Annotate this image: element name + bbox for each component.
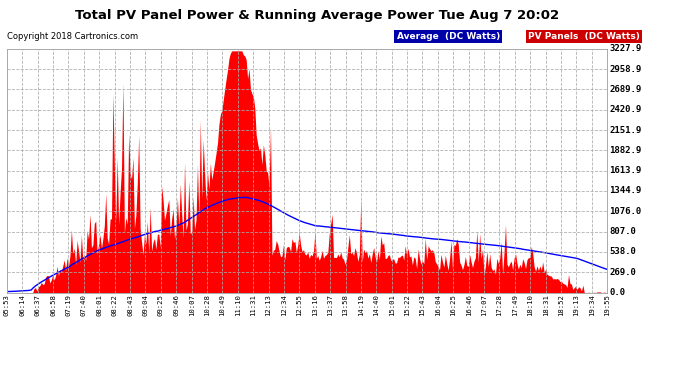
Text: 2958.9: 2958.9 <box>609 64 642 74</box>
Text: Total PV Panel Power & Running Average Power Tue Aug 7 20:02: Total PV Panel Power & Running Average P… <box>75 9 560 22</box>
Text: 2689.9: 2689.9 <box>609 85 642 94</box>
Text: 2420.9: 2420.9 <box>609 105 642 114</box>
Text: 1613.9: 1613.9 <box>609 166 642 175</box>
Text: 269.0: 269.0 <box>609 268 636 277</box>
Text: 807.0: 807.0 <box>609 227 636 236</box>
Text: 1344.9: 1344.9 <box>609 186 642 195</box>
Text: PV Panels  (DC Watts): PV Panels (DC Watts) <box>528 32 640 41</box>
Text: Average  (DC Watts): Average (DC Watts) <box>397 32 500 41</box>
Text: 538.0: 538.0 <box>609 248 636 256</box>
Text: 1076.0: 1076.0 <box>609 207 642 216</box>
Text: 2151.9: 2151.9 <box>609 126 642 135</box>
Text: Copyright 2018 Cartronics.com: Copyright 2018 Cartronics.com <box>7 32 138 41</box>
Text: 1882.9: 1882.9 <box>609 146 642 155</box>
Text: 0.0: 0.0 <box>609 288 625 297</box>
Text: 3227.9: 3227.9 <box>609 44 642 53</box>
